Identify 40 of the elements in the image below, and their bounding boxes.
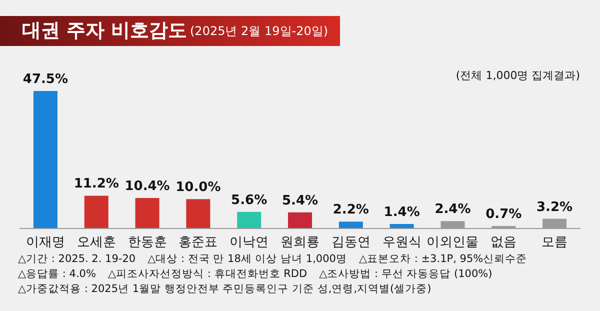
data-label: 3.2% — [536, 200, 573, 215]
bar — [135, 198, 160, 228]
x-tick-label: 김동연 — [331, 235, 370, 250]
data-label: 1.4% — [384, 204, 420, 220]
text: △피조사자선정방식 : 휴대전화번호 RDD — [108, 267, 308, 282]
bar — [33, 90, 58, 228]
bar — [338, 222, 363, 228]
chart-title: 대권 주자 비호감도 — [22, 20, 188, 42]
x-tick-label: 우원식 — [382, 235, 422, 250]
data-label: 0.7% — [486, 206, 522, 222]
text: △응답률 : 4.0% — [18, 267, 96, 282]
bar — [186, 199, 210, 228]
data-label: 5.4% — [282, 193, 318, 208]
data-label: 47.5% — [22, 72, 68, 87]
text: △조사방법 : 무선 자동응답 (100%) — [319, 267, 492, 282]
x-tick-label: 모름 — [542, 235, 568, 250]
data-label: 2.2% — [332, 202, 369, 218]
data-label: 10.4% — [124, 178, 170, 194]
x-tick-label: 오세훈 — [76, 235, 116, 250]
x-tick-label: 이낙연 — [230, 235, 269, 250]
bar — [390, 224, 414, 228]
chart-subtitle: (2025년 2월 19일-20일) — [190, 24, 328, 38]
bar — [288, 212, 312, 228]
bar — [84, 196, 108, 228]
data-label: 5.6% — [231, 192, 268, 208]
x-tick-label: 없음 — [490, 235, 517, 250]
bar — [237, 212, 262, 228]
text: △기간 : 2025. 2. 19-20 — [18, 252, 136, 267]
text: △대상 : 전국 만 18세 이상 남녀 1,000명 — [148, 252, 347, 267]
data-label: 11.2% — [74, 176, 119, 192]
x-tick-label: 이외인물 — [426, 235, 479, 250]
x-tick-label: 한동훈 — [128, 235, 167, 250]
data-label: 2.4% — [434, 202, 471, 218]
text: △표본오차 : ±3.1P, 95%신뢰수준 — [358, 252, 528, 267]
data-label: 10.0% — [176, 180, 221, 196]
x-tick-label: 이재명 — [26, 235, 65, 250]
text: (전체 1,000명 집계결과) — [456, 69, 580, 82]
x-tick-label: 홍준표 — [178, 235, 218, 250]
x-tick-label: 원희룡 — [280, 235, 320, 250]
text: △가중값적용 : 2025년 1월말 행정안전부 주민등록인구 기준 성,연령,지역별(셀가중) — [18, 282, 432, 297]
